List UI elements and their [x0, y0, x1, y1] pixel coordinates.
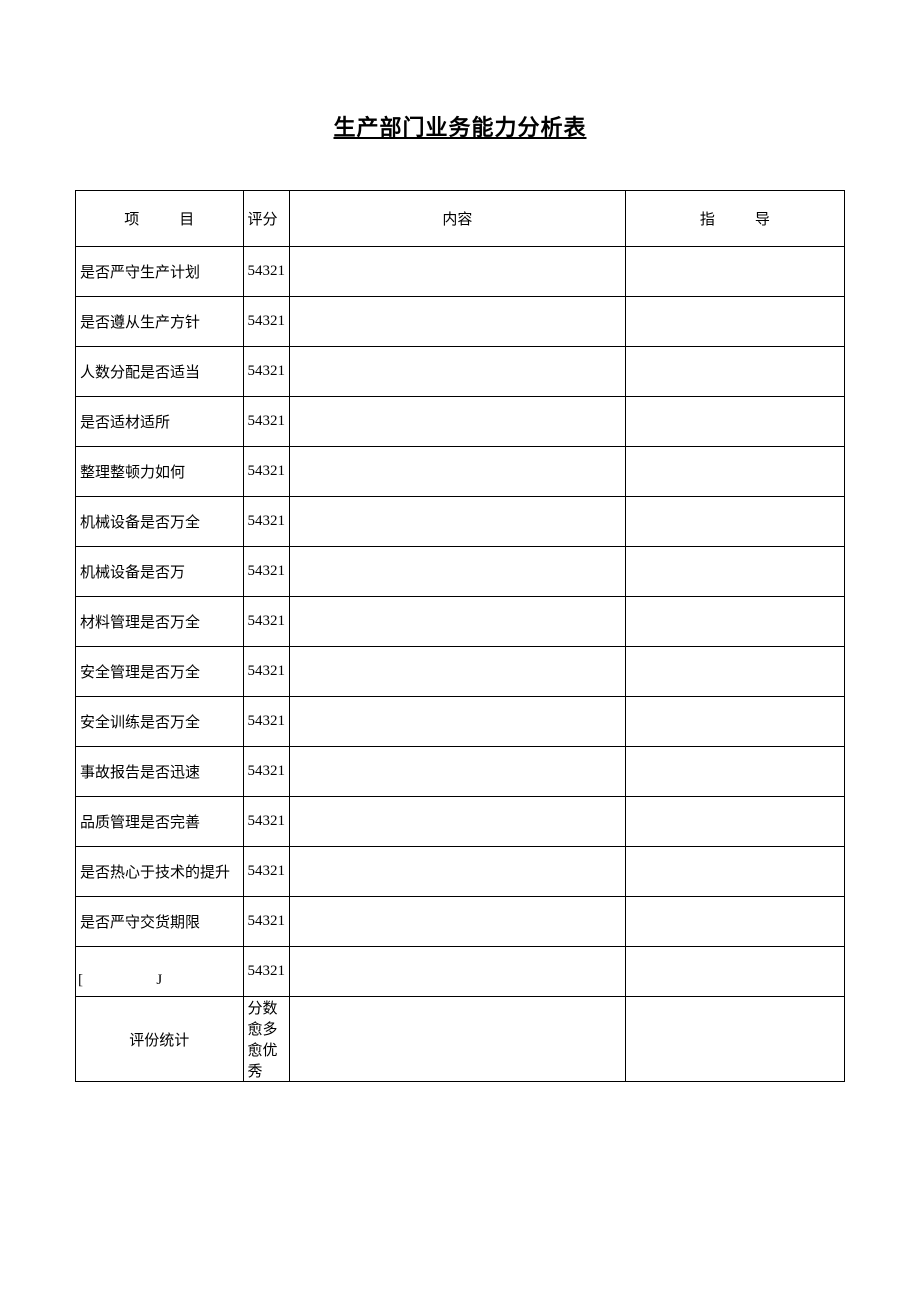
content-cell [290, 597, 626, 647]
item-cell: 安全训练是否万全 [76, 697, 244, 747]
item-cell: 是否严守交货期限 [76, 897, 244, 947]
summary-content-cell [290, 997, 626, 1082]
summary-score-cell: 分数愈多愈优秀 [243, 997, 290, 1082]
content-cell [290, 747, 626, 797]
item-cell: 事故报告是否迅速 [76, 747, 244, 797]
table-header-row: 项目 评分 内容 指导 [76, 191, 845, 247]
table-row: 材料管理是否万全54321 [76, 597, 845, 647]
item-cell: 是否热心于技术的提升 [76, 847, 244, 897]
content-cell [290, 397, 626, 447]
header-content: 内容 [290, 191, 626, 247]
header-guide: 指导 [625, 191, 844, 247]
content-cell [290, 647, 626, 697]
table-row: 品质管理是否完善54321 [76, 797, 845, 847]
item-cell: 整理整顿力如何 [76, 447, 244, 497]
analysis-table-container: 项目 评分 内容 指导 是否严守生产计划54321是否遵从生产方针54321人数… [75, 190, 845, 1082]
table-row: 人数分配是否适当54321 [76, 347, 845, 397]
table-row: 安全管理是否万全54321 [76, 647, 845, 697]
summary-guide-cell [625, 997, 844, 1082]
guide-cell [625, 597, 844, 647]
item-cell: 材料管理是否万全 [76, 597, 244, 647]
guide-cell [625, 797, 844, 847]
score-cell: 54321 [243, 597, 290, 647]
score-cell: 54321 [243, 897, 290, 947]
content-cell [290, 797, 626, 847]
content-cell [290, 847, 626, 897]
page-title: 生产部门业务能力分析表 [0, 110, 920, 142]
summary-item-cell: 评份统计 [76, 997, 244, 1082]
guide-cell [625, 297, 844, 347]
table-row-bracket: [ J 54321 [76, 947, 845, 997]
score-cell: 54321 [243, 247, 290, 297]
table-row: 事故报告是否迅速54321 [76, 747, 845, 797]
content-cell [290, 447, 626, 497]
guide-cell [625, 847, 844, 897]
score-cell: 54321 [243, 697, 290, 747]
guide-cell [625, 347, 844, 397]
item-cell: 是否严守生产计划 [76, 247, 244, 297]
item-cell: 安全管理是否万全 [76, 647, 244, 697]
guide-cell [625, 447, 844, 497]
table-row: 是否严守生产计划54321 [76, 247, 845, 297]
score-cell: 54321 [243, 747, 290, 797]
item-cell: 机械设备是否万全 [76, 497, 244, 547]
item-cell: 人数分配是否适当 [76, 347, 244, 397]
score-cell: 54321 [243, 647, 290, 697]
score-cell: 54321 [243, 497, 290, 547]
table-row-summary: 评份统计 分数愈多愈优秀 [76, 997, 845, 1082]
bracket-j: J [156, 972, 162, 989]
guide-cell [625, 897, 844, 947]
table-row: 机械设备是否万全54321 [76, 497, 845, 547]
content-cell-bracket [290, 947, 626, 997]
score-cell: 54321 [243, 447, 290, 497]
content-cell [290, 347, 626, 397]
guide-cell [625, 747, 844, 797]
content-cell [290, 497, 626, 547]
score-cell: 54321 [243, 347, 290, 397]
bracket-left: [ [78, 972, 83, 989]
guide-cell-bracket [625, 947, 844, 997]
content-cell [290, 297, 626, 347]
table-row: 是否适材适所54321 [76, 397, 845, 447]
table-row: 是否热心于技术的提升54321 [76, 847, 845, 897]
guide-cell [625, 547, 844, 597]
guide-cell [625, 647, 844, 697]
table-row: 整理整顿力如何54321 [76, 447, 845, 497]
guide-cell [625, 397, 844, 447]
score-cell: 54321 [243, 397, 290, 447]
item-cell: 是否适材适所 [76, 397, 244, 447]
content-cell [290, 247, 626, 297]
content-cell [290, 547, 626, 597]
header-score: 评分 [243, 191, 290, 247]
score-cell: 54321 [243, 847, 290, 897]
item-cell: 机械设备是否万 [76, 547, 244, 597]
content-cell [290, 697, 626, 747]
table-row: 安全训练是否万全54321 [76, 697, 845, 747]
guide-cell [625, 497, 844, 547]
table-row: 是否遵从生产方针54321 [76, 297, 845, 347]
table-row: 机械设备是否万54321 [76, 547, 845, 597]
score-cell-bracket: 54321 [243, 947, 290, 997]
table-row: 是否严守交货期限54321 [76, 897, 845, 947]
score-cell: 54321 [243, 297, 290, 347]
header-item: 项目 [76, 191, 244, 247]
item-cell: 品质管理是否完善 [76, 797, 244, 847]
guide-cell [625, 247, 844, 297]
guide-cell [625, 697, 844, 747]
content-cell [290, 897, 626, 947]
score-cell: 54321 [243, 547, 290, 597]
item-cell: 是否遵从生产方针 [76, 297, 244, 347]
item-cell-bracket: [ J [76, 947, 244, 997]
analysis-table: 项目 评分 内容 指导 是否严守生产计划54321是否遵从生产方针54321人数… [75, 190, 845, 1082]
score-cell: 54321 [243, 797, 290, 847]
